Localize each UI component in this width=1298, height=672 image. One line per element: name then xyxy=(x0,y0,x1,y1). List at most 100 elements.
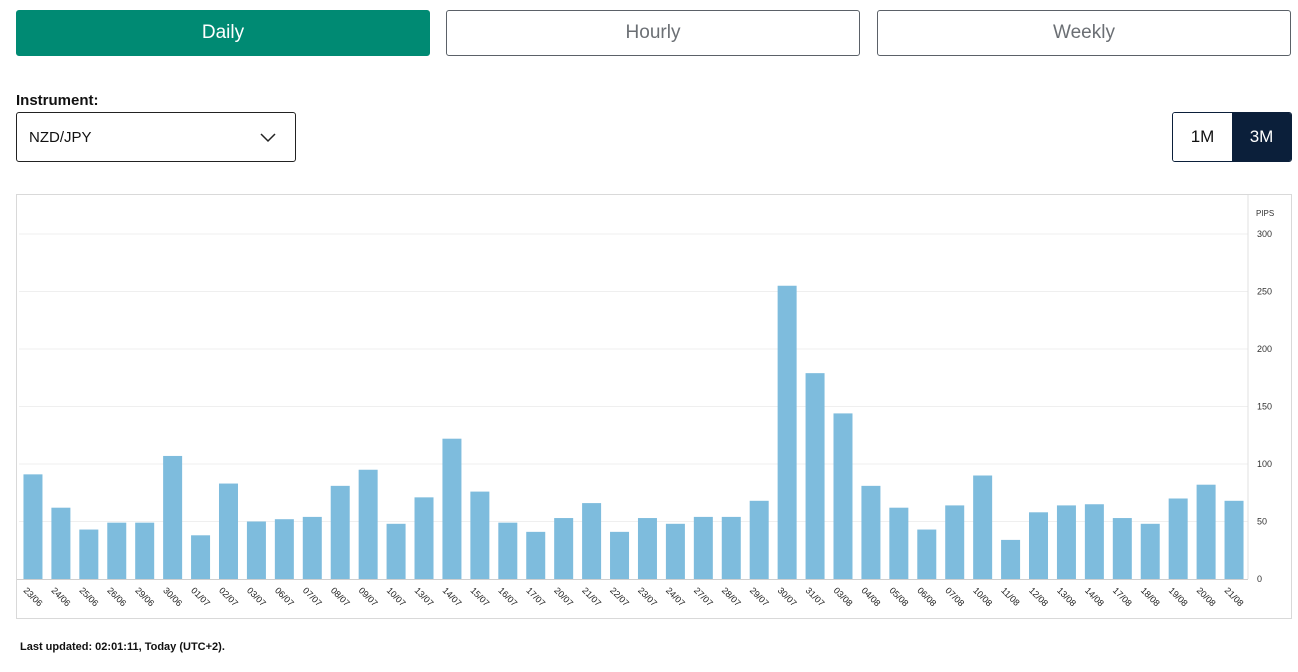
x-tick-label: 20/08 xyxy=(1195,585,1218,608)
bar[interactable] xyxy=(1196,484,1216,579)
x-tick-label: 31/07 xyxy=(804,585,827,608)
x-tick-label: 03/08 xyxy=(832,585,855,608)
bar[interactable] xyxy=(805,373,825,579)
y-tick-label: 50 xyxy=(1257,517,1267,527)
bar[interactable] xyxy=(945,505,965,579)
x-tick-label: 13/08 xyxy=(1055,585,1078,608)
bar[interactable] xyxy=(1168,498,1188,580)
x-tick-label: 14/07 xyxy=(441,585,464,608)
x-tick-label: 24/07 xyxy=(664,585,687,608)
tab-hourly[interactable]: Hourly xyxy=(446,10,860,56)
timeframe-tabs: Daily Hourly Weekly xyxy=(16,10,1291,56)
x-tick-label: 01/07 xyxy=(189,585,212,608)
x-tick-label: 16/07 xyxy=(496,585,519,608)
x-tick-label: 06/07 xyxy=(273,585,296,608)
x-tick-label: 11/08 xyxy=(999,585,1022,608)
bar[interactable] xyxy=(1140,523,1160,579)
instrument-label: Instrument: xyxy=(16,92,99,109)
bar[interactable] xyxy=(470,491,490,579)
bar[interactable] xyxy=(1224,500,1244,579)
x-tick-label: 14/08 xyxy=(1083,585,1106,608)
x-tick-label: 04/08 xyxy=(860,585,883,608)
bar[interactable] xyxy=(135,522,155,579)
chevron-down-icon xyxy=(260,133,276,143)
bar[interactable] xyxy=(274,519,294,579)
bar[interactable] xyxy=(610,531,630,579)
bar[interactable] xyxy=(637,518,657,579)
x-tick-label: 18/08 xyxy=(1139,585,1162,608)
x-tick-label: 23/06 xyxy=(22,585,45,608)
instrument-dropdown[interactable]: NZD/JPY xyxy=(16,112,296,162)
bar[interactable] xyxy=(218,483,238,579)
bar[interactable] xyxy=(1056,505,1076,579)
x-tick-label: 07/08 xyxy=(943,585,966,608)
bar[interactable] xyxy=(721,516,741,579)
x-tick-label: 24/06 xyxy=(49,585,72,608)
x-tick-label: 21/08 xyxy=(1223,585,1246,608)
x-tick-label: 15/07 xyxy=(468,585,491,608)
x-tick-label: 06/08 xyxy=(915,585,938,608)
y-axis-label: PIPS xyxy=(1256,209,1274,218)
bar[interactable] xyxy=(442,438,462,579)
tab-weekly[interactable]: Weekly xyxy=(877,10,1291,56)
bar[interactable] xyxy=(302,516,322,579)
bar[interactable] xyxy=(526,531,546,579)
x-tick-label: 17/08 xyxy=(1111,585,1134,608)
bar[interactable] xyxy=(498,522,518,579)
range-toggle: 1M 3M xyxy=(1172,112,1292,162)
bar[interactable] xyxy=(23,474,43,579)
x-tick-label: 29/07 xyxy=(748,585,771,608)
bar[interactable] xyxy=(1084,504,1104,579)
y-tick-label: 0 xyxy=(1257,574,1262,584)
bar[interactable] xyxy=(1112,518,1132,579)
bar[interactable] xyxy=(749,500,769,579)
bar[interactable] xyxy=(358,469,378,579)
range-1m-button[interactable]: 1M xyxy=(1173,113,1232,161)
x-tick-label: 08/07 xyxy=(329,585,352,608)
bar[interactable] xyxy=(1001,539,1021,579)
bar[interactable] xyxy=(917,529,937,579)
bar[interactable] xyxy=(582,503,602,579)
bar[interactable] xyxy=(1029,512,1049,579)
bar[interactable] xyxy=(246,521,266,580)
x-tick-label: 02/07 xyxy=(217,585,240,608)
chart-canvas: 0 50 100 150 200 250 300 PIPS 23/06 24/06 25/06 26/… xyxy=(17,195,1274,608)
bar[interactable] xyxy=(79,529,99,579)
bar[interactable] xyxy=(693,516,713,579)
y-tick-label: 250 xyxy=(1257,287,1272,297)
bar[interactable] xyxy=(861,485,881,579)
x-tick-label: 20/07 xyxy=(552,585,575,608)
x-tick-label: 12/08 xyxy=(1027,585,1050,608)
x-tick-label: 28/07 xyxy=(720,585,743,608)
range-3m-button[interactable]: 3M xyxy=(1232,113,1291,161)
bar[interactable] xyxy=(665,523,685,579)
bar[interactable] xyxy=(777,285,797,579)
bar[interactable] xyxy=(554,518,574,579)
x-tick-label: 09/07 xyxy=(357,585,380,608)
x-tick-label: 22/07 xyxy=(608,585,631,608)
bar[interactable] xyxy=(386,523,406,579)
x-tick-label: 13/07 xyxy=(413,585,436,608)
x-tick-label: 23/07 xyxy=(636,585,659,608)
x-tick-label: 26/06 xyxy=(105,585,128,608)
y-tick-label: 100 xyxy=(1257,459,1272,469)
x-tick-label: 05/08 xyxy=(887,585,910,608)
instrument-value: NZD/JPY xyxy=(29,128,92,146)
y-tick-label: 200 xyxy=(1257,344,1272,354)
bar[interactable] xyxy=(107,522,127,579)
bar[interactable] xyxy=(889,507,909,579)
x-tick-label: 19/08 xyxy=(1167,585,1190,608)
bar[interactable] xyxy=(973,475,993,580)
y-tick-label: 150 xyxy=(1257,402,1272,412)
bar[interactable] xyxy=(163,455,183,579)
x-tick-label: 29/06 xyxy=(133,585,156,608)
bar[interactable] xyxy=(51,507,71,579)
bar[interactable] xyxy=(191,535,211,579)
x-tick-label: 25/06 xyxy=(77,585,100,608)
bar[interactable] xyxy=(833,413,853,579)
pips-chart: 0 50 100 150 200 250 300 PIPS 23/06 24/06 25/06 26/… xyxy=(16,194,1292,619)
tab-daily[interactable]: Daily xyxy=(16,10,430,56)
bar[interactable] xyxy=(330,485,350,579)
bar[interactable] xyxy=(414,497,434,579)
x-tick-label: 07/07 xyxy=(301,585,324,608)
